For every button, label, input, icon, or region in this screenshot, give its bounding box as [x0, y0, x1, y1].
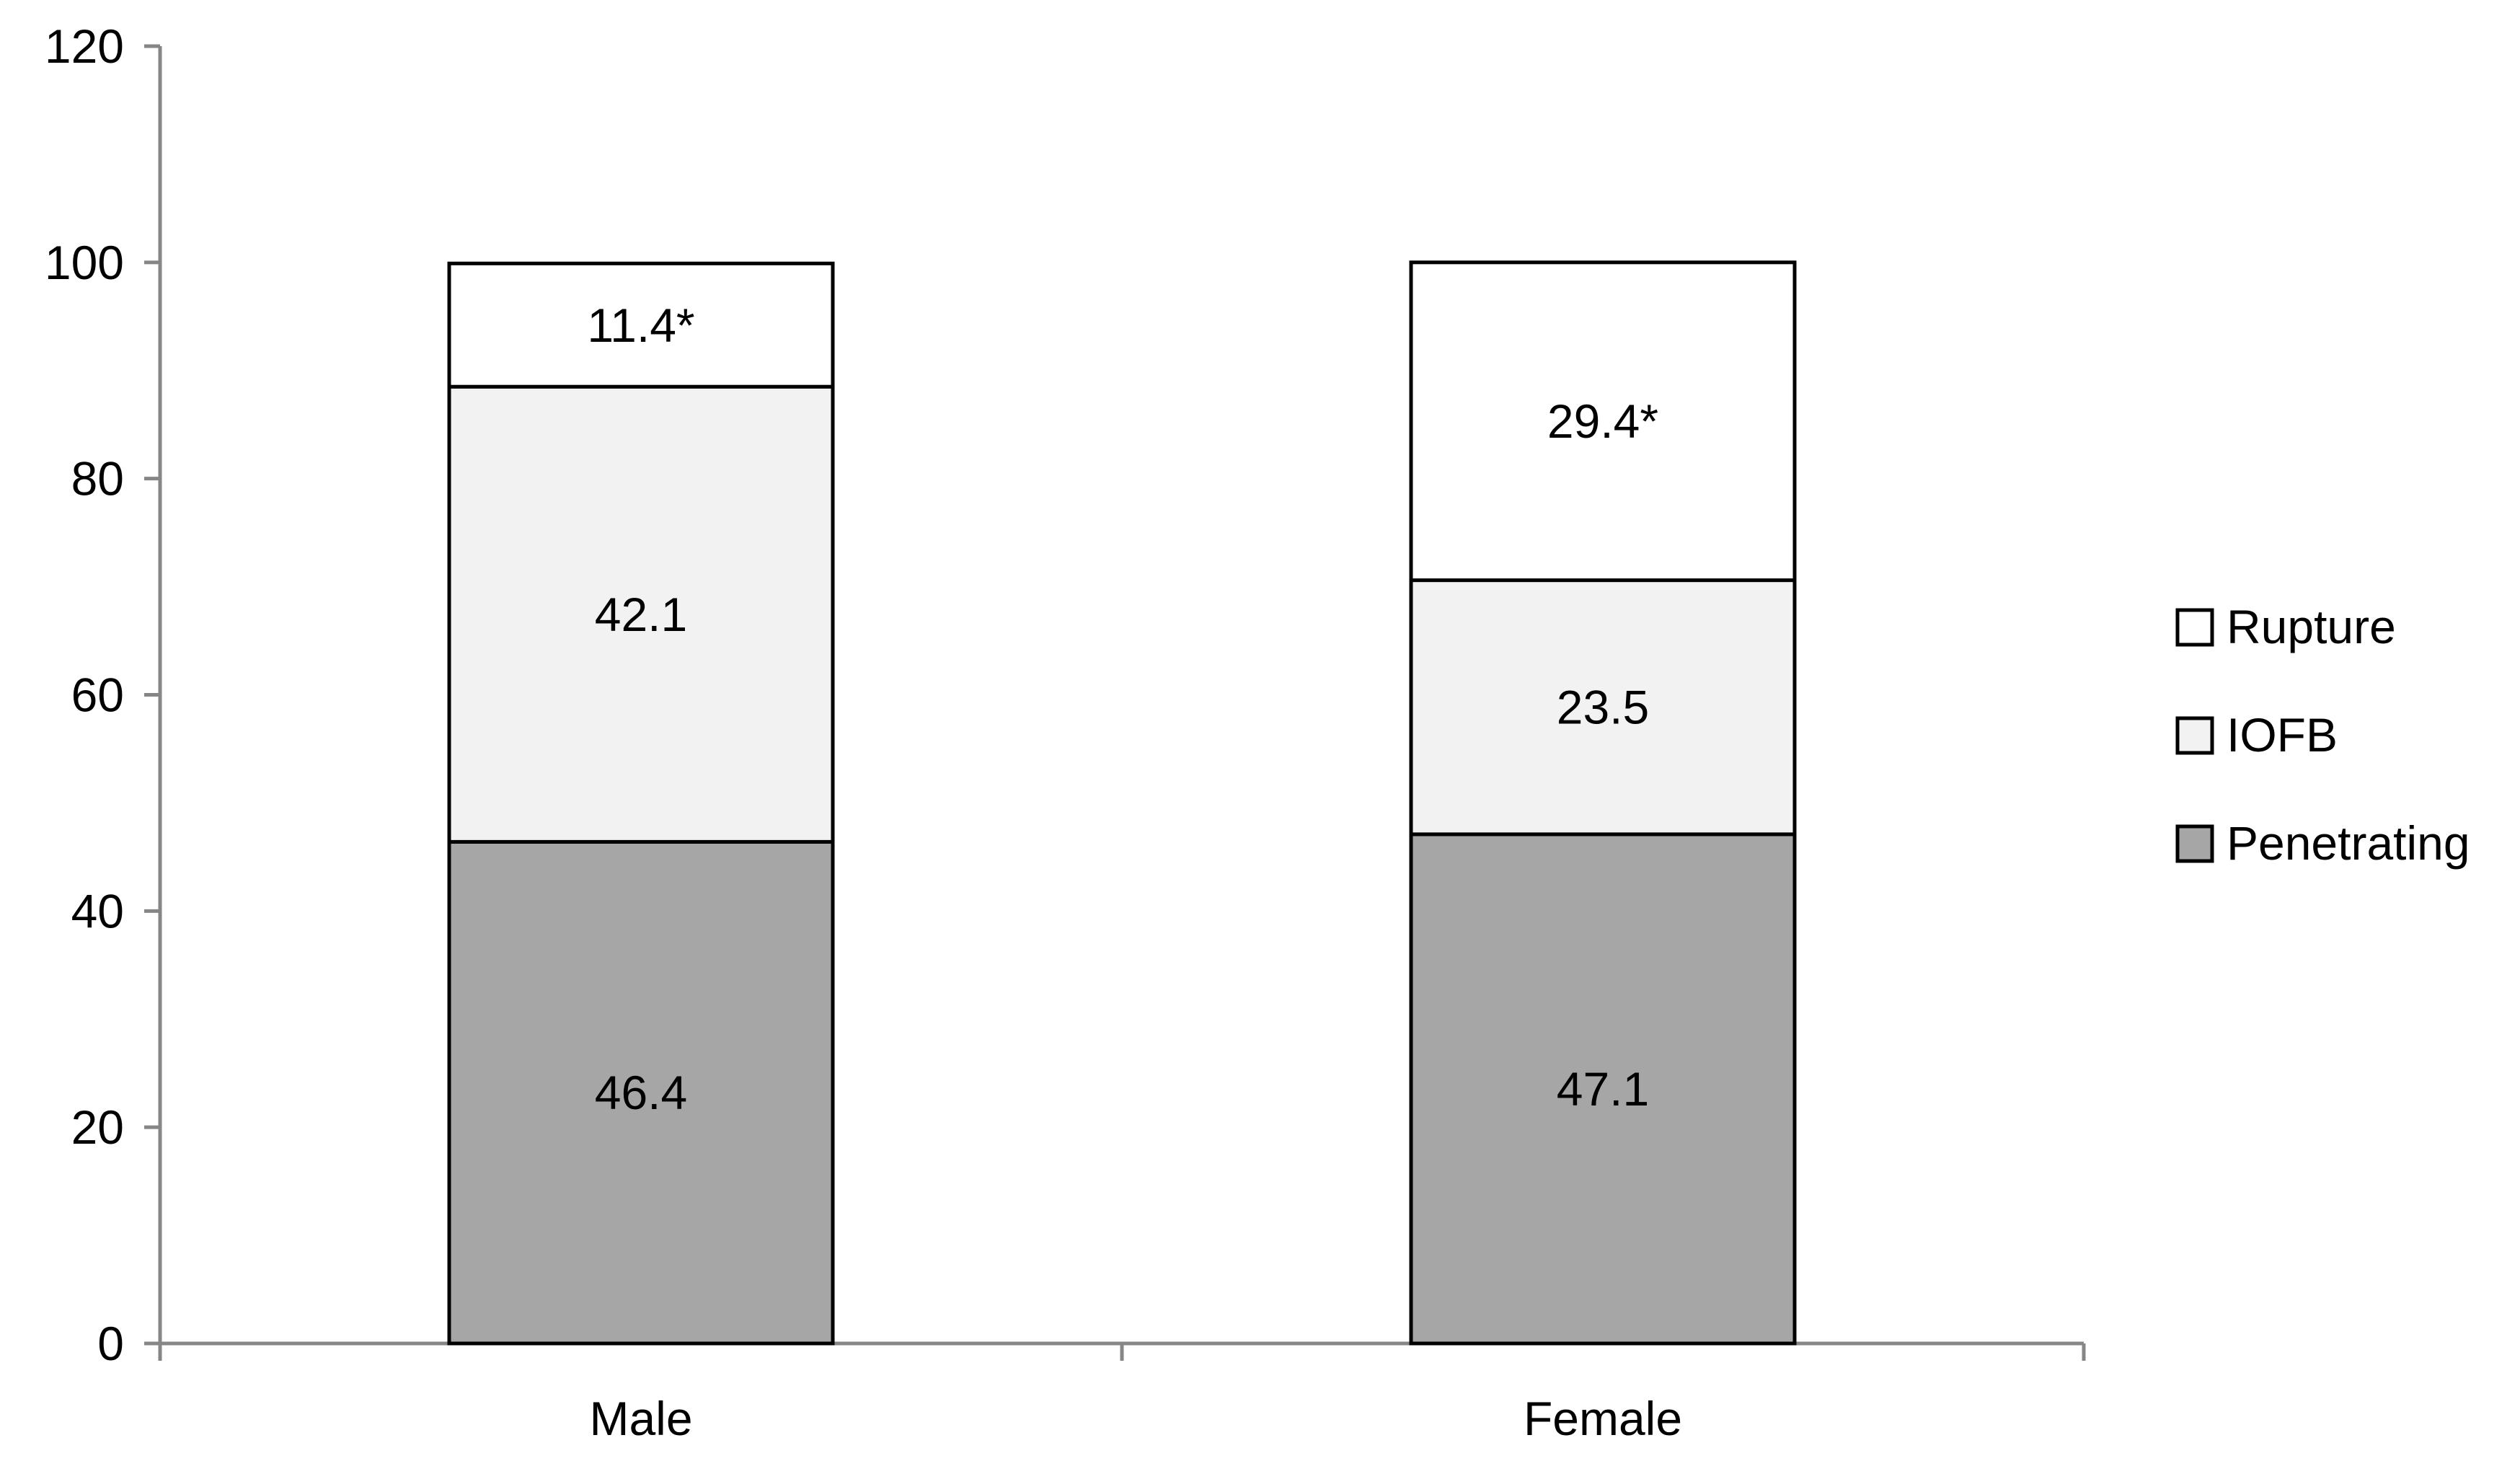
legend-label-iofb: IOFB: [2227, 708, 2338, 762]
axes: 0 20 40 60 80 100 120 Male Female: [45, 19, 2086, 1445]
bar-segment-penetrating-female: [1409, 832, 1797, 1346]
data-label: 42.1: [595, 588, 687, 641]
bar-segment-penetrating-male: [447, 839, 835, 1346]
y-tick-label: 0: [97, 1317, 124, 1370]
bar-segment-rupture-female: [1409, 260, 1797, 583]
legend-label-rupture: Rupture: [2227, 600, 2396, 653]
data-label: 11.4*: [587, 299, 694, 352]
data-label: 23.5: [1557, 681, 1649, 734]
bar-segment-iofb-male: [447, 384, 835, 844]
legend-label-penetrating: Penetrating: [2227, 816, 2470, 870]
data-label: 29.4*: [1547, 394, 1658, 448]
data-label: 47.1: [1557, 1062, 1649, 1116]
legend-swatch-penetrating: [2175, 824, 2214, 863]
legend: Rupture IOFB Penetrating: [2175, 600, 2470, 870]
x-category-label: Female: [1524, 1392, 1682, 1445]
bars: 46.4 42.1 11.4* 47.1 23.5 29.4*: [447, 260, 1797, 1346]
y-tick-label: 120: [45, 19, 124, 73]
y-tick-label: 80: [71, 452, 124, 506]
bar-segment-rupture-male: [447, 261, 835, 389]
legend-swatch-iofb: [2175, 716, 2214, 755]
y-tick-label: 100: [45, 236, 124, 289]
y-tick-label: 20: [71, 1100, 124, 1154]
legend-swatch-rupture: [2175, 608, 2214, 647]
x-category-label: Male: [589, 1392, 692, 1445]
y-tick-label: 60: [71, 668, 124, 722]
data-label: 46.4: [595, 1066, 687, 1119]
y-tick-label: 40: [71, 884, 124, 937]
